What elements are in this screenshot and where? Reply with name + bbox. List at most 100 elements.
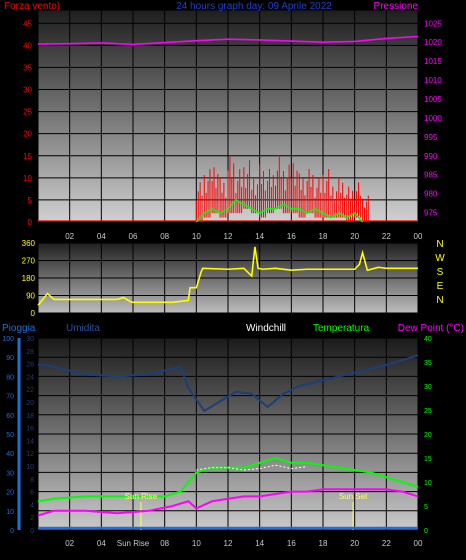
dewpoint-line	[37, 488, 419, 517]
humidity-tick-label: 12	[26, 451, 34, 458]
right-tick-label: 985	[424, 171, 438, 180]
x-tick-label: 12	[224, 539, 233, 548]
humidity-tick-label: 4	[30, 502, 34, 509]
temperature-line	[37, 456, 419, 503]
plot-border	[37, 9, 419, 223]
humidity-tick-label: 8	[30, 477, 34, 484]
right-tick-label: 1015	[424, 57, 442, 66]
right-tick-label: 1020	[424, 38, 442, 47]
sun-label: Sun Rise	[125, 492, 158, 501]
humidity-tick-label: 18	[26, 413, 34, 420]
humidity-tick-label: 20	[26, 400, 34, 407]
windchill-line	[196, 464, 308, 471]
plot-border	[37, 337, 419, 531]
left-tick-label: 10	[23, 174, 32, 183]
humidity-tick-label: 10	[26, 464, 34, 471]
right-tick-label: 1010	[424, 76, 442, 85]
x-tick-label: 18	[319, 539, 328, 548]
left-tick-label: 30	[23, 86, 32, 95]
x-tick-label: 22	[382, 539, 391, 548]
temperature-tick-label: 20	[424, 432, 432, 439]
temperature-tick-label: 0	[424, 528, 428, 535]
temperature-tick-label: 35	[424, 360, 432, 367]
gust-line	[195, 198, 364, 223]
compass-label: W	[435, 253, 445, 264]
rain-tick-label: 80	[6, 374, 14, 381]
left-tick-label: 35	[23, 63, 32, 72]
temperature-tick-label: 40	[424, 336, 432, 343]
rain-tick-label: 40	[6, 451, 14, 458]
legend-label: Temperatura	[313, 323, 370, 334]
x-tick-label: 04	[97, 539, 106, 548]
wind-axis-title: Forza vento)	[4, 1, 60, 12]
left-tick-label: 0	[28, 218, 33, 227]
left-tick-label: 40	[23, 41, 32, 50]
x-tick-label: 14	[255, 232, 264, 241]
temperature-tick-label: 30	[424, 384, 432, 391]
rain-tick-label: 50	[6, 432, 14, 439]
humidity-tick-label: 24	[26, 374, 34, 381]
x-tick-label: 00	[414, 232, 423, 241]
x-tick-label: 12	[224, 232, 233, 241]
left-tick-label: 20	[23, 130, 32, 139]
rain-tick-label: 10	[6, 509, 14, 516]
right-tick-label: 1025	[424, 19, 442, 28]
temperature-tick-label: 25	[424, 408, 432, 415]
right-tick-label: 1005	[424, 95, 442, 104]
direction-tick-label: 180	[22, 274, 36, 283]
direction-tick-label: 0	[31, 309, 36, 318]
x-tick-label: 02	[65, 232, 74, 241]
humidity-tick-label: 30	[26, 336, 34, 343]
humidity-tick-label: 2	[30, 515, 34, 522]
temperature-tick-label: 15	[424, 456, 432, 463]
rain-tick-label: 70	[6, 394, 14, 401]
left-tick-label: 15	[23, 152, 32, 161]
left-tick-label: 45	[23, 19, 32, 28]
rain-tick-label: 100	[2, 336, 14, 343]
compass-label: N	[436, 239, 443, 250]
temperature-tick-label: 10	[424, 480, 432, 487]
x-tick-label: 22	[382, 232, 391, 241]
direction-line	[37, 246, 418, 306]
rain-tick-label: 0	[10, 528, 14, 535]
humidity-tick-label: 26	[26, 362, 34, 369]
x-tick-label: 06	[129, 232, 138, 241]
compass-label: N	[436, 295, 443, 306]
x-tick-label: 18	[319, 232, 328, 241]
humidity-tick-label: 28	[26, 349, 34, 356]
plot-border	[37, 242, 419, 314]
x-tick-label: 04	[97, 232, 106, 241]
humidity-tick-label: 6	[30, 490, 34, 497]
x-tick-label: 16	[287, 539, 296, 548]
right-tick-label: 980	[424, 190, 438, 199]
chart-title: 24 hours graph day: 09 Aprile 2022	[176, 1, 332, 12]
right-tick-label: 990	[424, 152, 438, 161]
x-tick-label: 20	[350, 232, 359, 241]
humidity-tick-label: 16	[26, 426, 34, 433]
humidity-tick-label: 14	[26, 438, 34, 445]
right-tick-label: 995	[424, 133, 438, 142]
rain-tick-label: 20	[6, 490, 14, 497]
x-tick-label: Sun Rise	[117, 539, 150, 548]
legend-label: Windchill	[246, 323, 286, 334]
x-tick-label: 10	[192, 232, 201, 241]
right-tick-label: 975	[424, 209, 438, 218]
humidity-tick-label: 22	[26, 387, 34, 394]
pressure-line	[37, 35, 419, 46]
x-tick-label: 00	[414, 539, 423, 548]
pressure-axis-title: Pressione	[374, 1, 419, 12]
x-tick-label: 20	[350, 539, 359, 548]
rain-tick-label: 60	[6, 413, 14, 420]
compass-label: S	[437, 267, 444, 278]
x-tick-label: 08	[160, 232, 169, 241]
legend-label: Umidita	[66, 323, 100, 334]
rain-tick-label: 30	[6, 470, 14, 477]
direction-tick-label: 360	[22, 239, 36, 248]
temperature-tick-label: 5	[424, 504, 428, 511]
x-tick-label: 08	[160, 539, 169, 548]
rain-tick-label: 90	[6, 355, 14, 362]
left-tick-label: 5	[28, 196, 33, 205]
direction-tick-label: 270	[22, 257, 36, 266]
